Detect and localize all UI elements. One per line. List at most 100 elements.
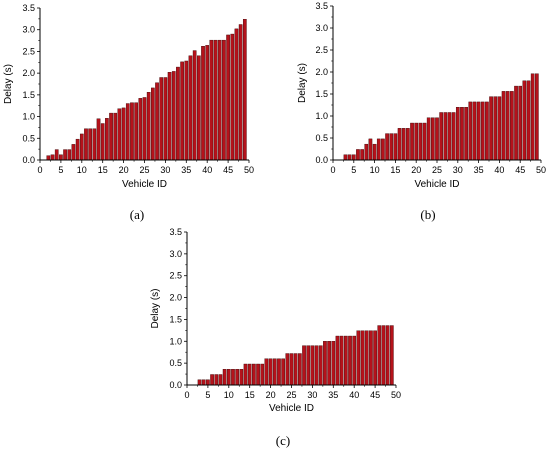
x-tick-label: 15 [390,165,400,175]
bar [393,133,398,161]
bar [46,155,51,161]
y-tick-label: 0.0 [22,155,35,165]
bar [260,363,265,386]
bar [142,97,147,161]
bar [75,138,80,161]
bar [331,341,336,386]
bar [389,133,394,161]
x-tick-label: 25 [432,165,442,175]
bar [389,325,394,386]
y-tick-label: 2.0 [315,67,328,77]
x-tick-label: 25 [286,390,296,400]
bar [163,77,168,161]
x-tick-label: 50 [244,165,254,175]
x-tick-label: 20 [266,390,276,400]
bar [197,379,202,386]
bar [368,138,373,161]
bar [247,363,252,386]
bar [281,358,285,386]
bar [138,98,143,161]
bar [339,335,344,386]
bar [439,112,443,161]
y-tick-label: 0.0 [169,380,182,390]
bar [71,144,76,161]
x-tick-label: 30 [453,165,463,175]
bar [381,325,386,386]
bar [214,374,219,386]
y-axis-title: Delay (s) [150,288,161,328]
y-tick-label: 2.5 [315,45,328,55]
bar [206,379,210,386]
bar [522,80,527,161]
y-tick-label: 1.5 [169,314,182,324]
bar [360,330,365,386]
bar [96,118,101,161]
bar [351,154,356,161]
bar [468,101,473,161]
x-tick-label: 45 [515,165,525,175]
bar [364,143,369,161]
y-ticks: 0.0 0.5 1.0 1.5 2.0 2.5 3.0 3.5 [169,227,187,390]
bar [63,149,67,161]
x-tick-label: 40 [494,165,504,175]
bar [176,66,180,161]
bar [234,28,239,161]
bar [535,73,539,161]
bar [360,149,364,161]
y-tick-label: 2.5 [22,46,35,56]
bar [447,112,452,161]
bar [197,55,201,161]
y-tick-label: 1.0 [169,336,182,346]
bar [201,379,206,386]
y-ticks: 0.0 0.5 1.0 1.5 2.0 2.5 3.0 3.5 [315,1,333,165]
bar [514,85,518,161]
x-tick-label: 20 [119,165,129,175]
x-tick-label: 50 [536,165,546,175]
x-ticks: 0 5 10 15 20 25 30 35 40 45 50 [37,160,254,175]
bar [134,102,138,161]
bar [155,82,159,161]
bar [397,128,402,161]
x-tick-label: 40 [349,390,359,400]
bar [431,117,435,161]
bar [518,85,523,161]
bar [376,138,381,161]
bar [293,353,298,386]
bar [310,345,315,386]
bar [264,358,269,386]
bar [302,345,306,386]
panel-caption: (a) [130,207,144,222]
x-tick-label: 0 [330,165,335,175]
bar [235,369,239,386]
bar [88,128,92,161]
bar [356,149,360,161]
bar [100,123,105,161]
bar [356,330,361,386]
bar [381,138,385,161]
bar [117,108,122,161]
y-tick-label: 3.0 [22,25,35,35]
bar [501,91,506,161]
bar [464,106,468,161]
bar [451,112,456,161]
y-tick-label: 0.0 [315,155,328,165]
x-axis-title: Vehicle ID [269,403,314,414]
bar [460,106,464,161]
bar [188,55,193,161]
bar [205,45,210,161]
bar [485,101,489,161]
bar [84,128,88,161]
bar [59,154,63,161]
bar [343,154,348,161]
x-tick-label: 35 [181,165,191,175]
x-ticks: 0 5 10 15 20 25 30 35 40 45 50 [184,385,401,400]
bar [289,353,294,386]
bar [372,143,377,161]
bar [369,330,373,386]
bar [171,71,176,161]
bar [348,335,352,386]
x-tick-label: 35 [474,165,484,175]
x-tick-label: 10 [224,390,234,400]
bar [318,345,323,386]
y-tick-label: 1.5 [315,89,328,99]
